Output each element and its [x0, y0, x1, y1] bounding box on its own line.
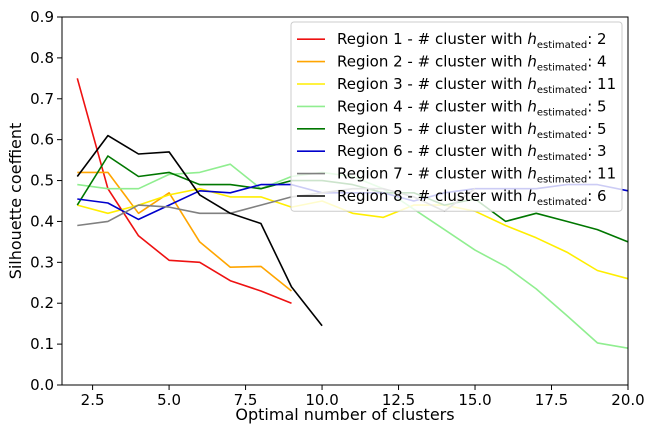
y-axis: 0.0 0.1 0.2 0.3 0.4 0.5 0.6 0.7 0.8 0.9: [30, 8, 62, 394]
series-line-region-3: [77, 187, 629, 280]
y-tick-label: 0.1: [30, 335, 54, 353]
legend: Region 1 - # cluster with hestimated: 2R…: [290, 21, 623, 212]
x-axis: 2.5 5.0 7.5 10.0 12.5 15.0 17.5 20.0: [81, 385, 645, 409]
y-tick-label: 0.5: [30, 172, 54, 190]
legend-label-region-1: Region 1 - # cluster with hestimated: 2: [337, 30, 607, 51]
series-line-region-2: [77, 171, 293, 292]
y-tick-label: 0.6: [30, 131, 54, 149]
plot-frame: [61, 16, 629, 386]
x-tick-label: 2.5: [81, 391, 105, 409]
legend-label-region-3: Region 3 - # cluster with hestimated: 11: [337, 75, 616, 96]
y-tick-label: 0.2: [30, 294, 54, 312]
y-tick-label: 0.0: [30, 376, 54, 394]
y-tick-label: 0.9: [30, 8, 54, 26]
x-tick-label: 7.5: [234, 391, 258, 409]
x-tick-label: 15.0: [458, 391, 491, 409]
series-line-region-8: [76, 134, 323, 327]
x-tick-label: 10.0: [305, 391, 338, 409]
legend-label-region-5: Region 5 - # cluster with hestimated: 5: [337, 120, 607, 141]
y-axis-label: Silhouette coeffient: [6, 123, 25, 280]
y-tick-label: 0.3: [30, 253, 54, 271]
x-tick-label: 20.0: [611, 391, 644, 409]
legend-label-region-7: Region 7 - # cluster with hestimated: 11: [337, 165, 616, 186]
legend-label-region-4: Region 4 - # cluster with hestimated: 5: [337, 97, 607, 118]
legend-box: [290, 21, 623, 212]
legend-label-region-6: Region 6 - # cluster with hestimated: 3: [337, 142, 607, 163]
y-tick-label: 0.8: [30, 49, 54, 67]
x-axis-label: Optimal number of clusters: [235, 405, 454, 424]
x-tick-label: 17.5: [535, 391, 568, 409]
x-tick-label: 12.5: [382, 391, 415, 409]
x-tick-label: 5.0: [157, 391, 181, 409]
series-line-region-1: [76, 78, 292, 304]
y-tick-label: 0.7: [30, 90, 54, 108]
legend-label-region-8: Region 8 - # cluster with hestimated: 6: [337, 187, 607, 208]
y-tick-label: 0.4: [30, 212, 54, 230]
legend-label-region-2: Region 2 - # cluster with hestimated: 4: [337, 53, 607, 74]
